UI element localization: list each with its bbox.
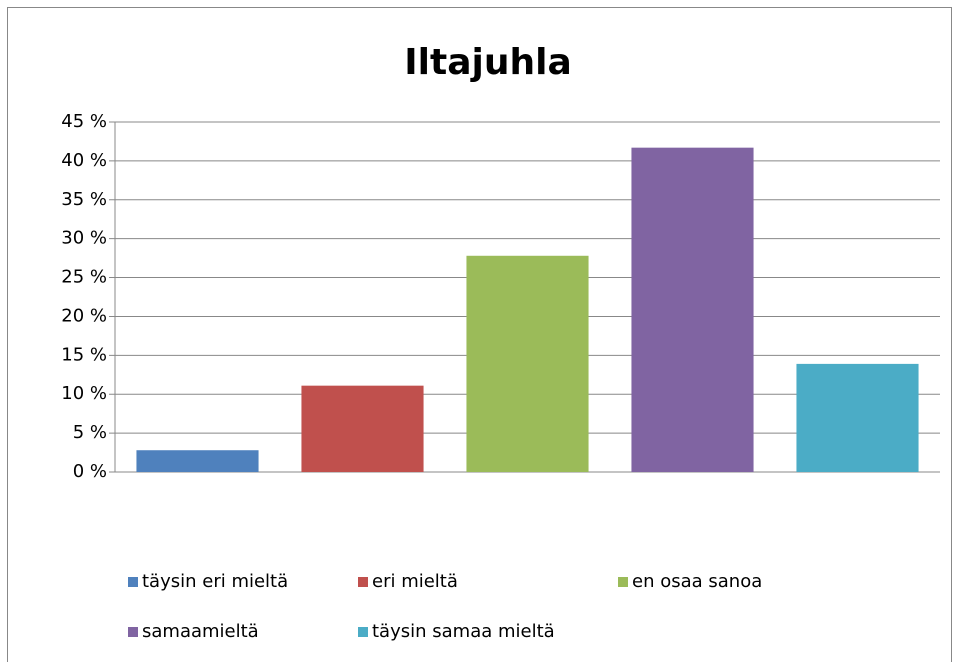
y-tick-label: 5 % [73, 422, 107, 443]
y-tick-label: 25 % [61, 267, 107, 288]
bar [466, 255, 589, 472]
y-tick-label: 20 % [61, 305, 107, 326]
y-tick-label: 45 % [61, 111, 107, 132]
bar [796, 363, 919, 472]
bar [301, 385, 424, 472]
legend-label: täysin samaa mieltä [372, 621, 555, 642]
legend-label: en osaa sanoa [632, 571, 762, 592]
y-tick-label: 0 % [73, 461, 107, 482]
y-tick-label: 15 % [61, 344, 107, 365]
legend-swatch [358, 577, 368, 587]
legend-swatch [128, 577, 138, 587]
legend-swatch [618, 577, 628, 587]
legend-label: samaamieltä [142, 621, 259, 642]
bar [136, 450, 259, 472]
y-tick-label: 10 % [61, 383, 107, 404]
y-tick-label: 30 % [61, 228, 107, 249]
legend-label: eri mieltä [372, 571, 458, 592]
legend-swatch [358, 627, 368, 637]
y-tick-label: 40 % [61, 150, 107, 171]
legend-label: täysin eri mieltä [142, 571, 288, 592]
legend-swatch [128, 627, 138, 637]
chart-title: Iltajuhla [404, 42, 571, 83]
bar [631, 147, 754, 472]
y-tick-label: 35 % [61, 189, 107, 210]
